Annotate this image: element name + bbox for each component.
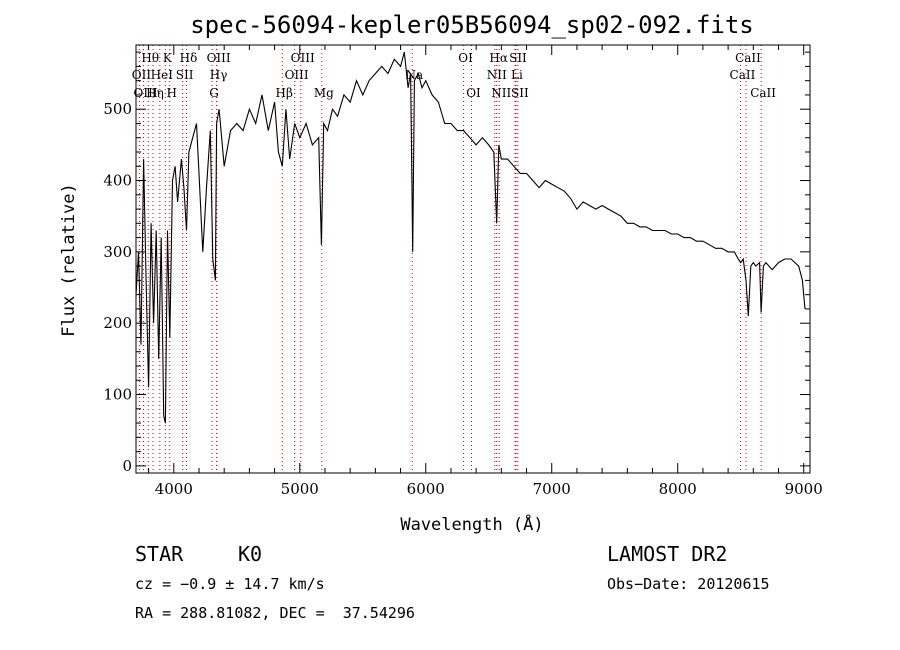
y-axis-label: Flux (relative) — [59, 183, 79, 337]
spectral-line-label: CaII — [750, 86, 776, 100]
spectral-line-label: OII — [132, 68, 152, 82]
y-tick-label: 200 — [103, 314, 132, 332]
spectral-line-label: OI — [458, 51, 473, 65]
spectral-line-label: Hη — [146, 86, 164, 100]
x-axis-label: Wavelength (Å) — [400, 513, 543, 535]
spectral-line-label: CaII — [735, 51, 761, 65]
spectral-line-label: OIII — [291, 51, 315, 65]
object-class: STAR — [135, 542, 184, 566]
spectral-line-label: OIII — [207, 51, 231, 65]
spectral-line-label: Hδ — [180, 51, 198, 65]
chart-title: spec-56094-kepler05B56094_sp02-092.fits — [190, 11, 754, 39]
y-tick-label: 0 — [122, 457, 132, 475]
x-tick-label: 6000 — [407, 480, 445, 498]
spectrum-series-line — [135, 51, 806, 424]
x-tick-label: 4000 — [155, 480, 193, 498]
redshift-text: cz = −0.9 ± 14.7 km/s — [135, 575, 325, 593]
spectral-line-label: K — [163, 51, 173, 65]
spectral-line-label: NII — [491, 86, 511, 100]
y-tick-label: 500 — [103, 100, 132, 118]
y-tick-label: 400 — [103, 172, 132, 190]
spectral-line-label: CaII — [730, 68, 756, 82]
obs-date-text: Obs−Date: 20120615 — [607, 575, 770, 593]
x-tick-label: 5000 — [281, 480, 319, 498]
object-subclass: K0 — [238, 542, 263, 566]
spectral-line-label: G — [209, 86, 219, 100]
spectral-line-label: Hβ — [276, 86, 293, 100]
plot-area: 4000 5000 6000 7000 8000 9000 0 100 200 300 400 500… — [103, 44, 823, 498]
x-tick-label: 8000 — [659, 480, 697, 498]
spectral-line-label: Mg — [314, 86, 334, 100]
spectral-line-label: NII — [487, 68, 507, 82]
coordinates-text: RA = 288.81082, DEC = 37.54296 — [135, 604, 415, 622]
spectral-line-label: OIII — [134, 86, 158, 100]
spectral-line-label: HeI — [151, 68, 174, 82]
spectral-line-label: SII — [509, 51, 527, 65]
spectral-line-label: Hα — [489, 51, 508, 65]
spectral-line-label: H — [167, 86, 177, 100]
y-tick-label: 300 — [103, 243, 132, 261]
x-tick-label: 7000 — [533, 480, 571, 498]
spectral-line-label: Hθ — [141, 51, 159, 65]
plot-frame — [135, 44, 811, 474]
spectrum-chart: spec-56094-kepler05B56094_sp02-092.fits … — [59, 11, 823, 535]
spectral-line-label: Na — [405, 68, 423, 82]
spectral-line-label: OI — [466, 86, 481, 100]
spectral-line-label: OIII — [285, 68, 309, 82]
spectral-line-label: SII — [511, 86, 529, 100]
spectral-line-label: Hγ — [210, 68, 228, 82]
y-tick-label: 100 — [103, 386, 132, 404]
spectral-line-label: Li — [511, 68, 523, 82]
x-tick-label: 9000 — [785, 480, 823, 498]
survey-name: LAMOST DR2 — [607, 542, 728, 566]
spectral-line-label: SII — [176, 68, 194, 82]
